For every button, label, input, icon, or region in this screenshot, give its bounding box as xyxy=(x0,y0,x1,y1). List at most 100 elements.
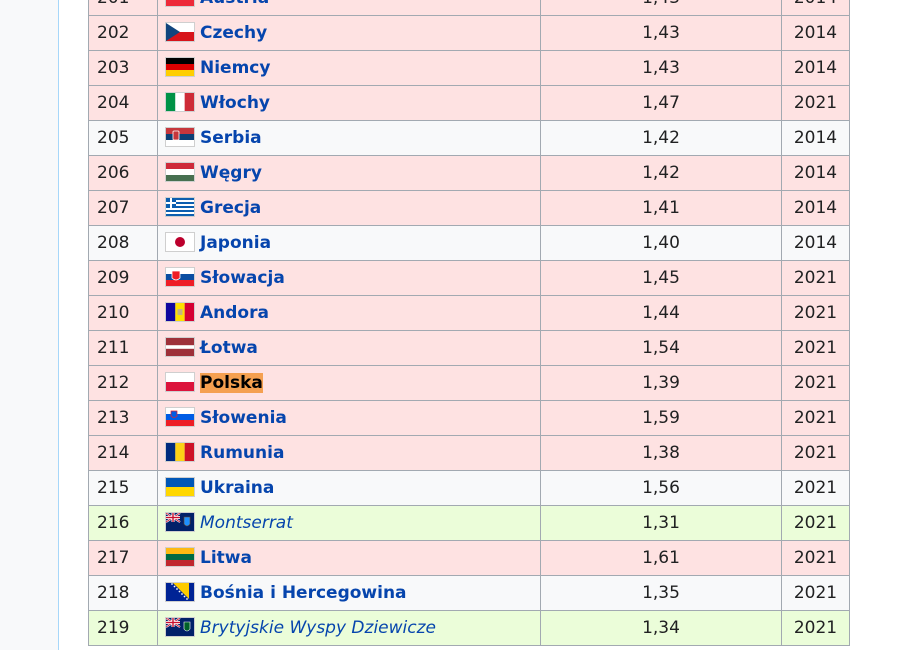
rank-cell: 219 xyxy=(88,610,158,646)
country-cell: Czechy xyxy=(157,15,541,51)
table-row: 213 Słowenia 1,59 2021 xyxy=(88,400,850,436)
fertility-rate-cell: 1,43 xyxy=(540,0,782,16)
fertility-rate-cell: 1,43 xyxy=(540,50,782,86)
austria-flag-icon xyxy=(166,0,194,6)
country-link[interactable]: Rumunia xyxy=(200,443,285,463)
rank-cell: 208 xyxy=(88,225,158,261)
country-link[interactable]: Łotwa xyxy=(200,338,258,358)
country-link[interactable]: Polska xyxy=(200,373,263,393)
year-cell: 2014 xyxy=(781,0,850,16)
country-link[interactable]: Montserrat xyxy=(200,513,293,533)
country-cell: Japonia xyxy=(157,225,541,261)
country-link[interactable]: Węgry xyxy=(200,163,262,183)
rank-cell: 207 xyxy=(88,190,158,226)
rank-cell: 205 xyxy=(88,120,158,156)
year-cell: 2021 xyxy=(781,540,850,576)
fertility-rate-cell: 1,43 xyxy=(540,15,782,51)
lithuania-flag-icon xyxy=(166,548,194,566)
year-cell: 2014 xyxy=(781,225,850,261)
table-row: 207 Grecja 1,41 2014 xyxy=(88,190,850,226)
hungary-flag-icon xyxy=(166,163,194,181)
country-link[interactable]: Słowenia xyxy=(200,408,287,428)
fertility-rate-cell: 1,54 xyxy=(540,330,782,366)
country-link[interactable]: Włochy xyxy=(200,93,271,113)
fertility-rate-cell: 1,61 xyxy=(540,540,782,576)
table-row: 211 Łotwa 1,54 2021 xyxy=(88,330,850,366)
germany-flag-icon xyxy=(166,58,194,76)
year-cell: 2014 xyxy=(781,155,850,191)
fertility-rate-cell: 1,39 xyxy=(540,365,782,401)
rank-cell: 211 xyxy=(88,330,158,366)
year-cell: 2021 xyxy=(781,330,850,366)
table-row: 202 Czechy 1,43 2014 xyxy=(88,15,850,51)
year-cell: 2021 xyxy=(781,470,850,506)
country-link[interactable]: Słowacja xyxy=(200,268,285,288)
rank-cell: 201 xyxy=(88,0,158,16)
country-link[interactable]: Brytyjskie Wyspy Dziewicze xyxy=(200,618,436,638)
rank-cell: 214 xyxy=(88,435,158,471)
andorra-flag-icon xyxy=(166,303,194,321)
rank-cell: 218 xyxy=(88,575,158,611)
rank-cell: 215 xyxy=(88,470,158,506)
fertility-rate-cell: 1,45 xyxy=(540,260,782,296)
bosnia-flag-icon xyxy=(166,583,194,601)
greece-flag-icon xyxy=(166,198,194,216)
table-row: 208 Japonia 1,40 2014 xyxy=(88,225,850,261)
country-link[interactable]: Austria xyxy=(200,0,269,8)
country-cell: Ukraina xyxy=(157,470,541,506)
country-cell: Słowacja xyxy=(157,260,541,296)
year-cell: 2021 xyxy=(781,610,850,646)
year-cell: 2021 xyxy=(781,365,850,401)
year-cell: 2021 xyxy=(781,295,850,331)
country-cell: Węgry xyxy=(157,155,541,191)
fertility-rate-cell: 1,31 xyxy=(540,505,782,541)
country-link[interactable]: Ukraina xyxy=(200,478,275,498)
latvia-flag-icon xyxy=(166,338,194,356)
country-link[interactable]: Niemcy xyxy=(200,58,271,78)
country-cell: Polska xyxy=(157,365,541,401)
rank-cell: 217 xyxy=(88,540,158,576)
country-link[interactable]: Andora xyxy=(200,303,269,323)
year-cell: 2014 xyxy=(781,190,850,226)
slovenia-flag-icon xyxy=(166,408,194,426)
country-cell: Brytyjskie Wyspy Dziewicze xyxy=(157,610,541,646)
country-cell: Łotwa xyxy=(157,330,541,366)
fertility-rate-cell: 1,42 xyxy=(540,120,782,156)
country-cell: Bośnia i Hercegowina xyxy=(157,575,541,611)
table-row: 210 Andora 1,44 2021 xyxy=(88,295,850,331)
country-cell: Litwa xyxy=(157,540,541,576)
table-row: 212 Polska 1,39 2021 xyxy=(88,365,850,401)
italy-flag-icon xyxy=(166,93,194,111)
rank-cell: 206 xyxy=(88,155,158,191)
table-row: 219 Brytyjskie Wyspy Dziewicze 1,34 2021 xyxy=(88,610,850,646)
table-row: 204 Włochy 1,47 2021 xyxy=(88,85,850,121)
rank-cell: 209 xyxy=(88,260,158,296)
fertility-rate-cell: 1,38 xyxy=(540,435,782,471)
japan-flag-icon xyxy=(166,233,194,251)
fertility-rate-cell: 1,40 xyxy=(540,225,782,261)
fertility-rate-cell: 1,59 xyxy=(540,400,782,436)
rank-cell: 210 xyxy=(88,295,158,331)
country-cell: Andora xyxy=(157,295,541,331)
year-cell: 2021 xyxy=(781,435,850,471)
country-link[interactable]: Japonia xyxy=(200,233,272,253)
country-link[interactable]: Litwa xyxy=(200,548,252,568)
year-cell: 2014 xyxy=(781,50,850,86)
fertility-rate-cell: 1,44 xyxy=(540,295,782,331)
country-cell: Rumunia xyxy=(157,435,541,471)
rank-cell: 213 xyxy=(88,400,158,436)
fertility-rate-cell: 1,47 xyxy=(540,85,782,121)
country-link[interactable]: Bośnia i Hercegowina xyxy=(200,583,407,603)
fertility-rate-cell: 1,56 xyxy=(540,470,782,506)
table-row: 215 Ukraina 1,56 2021 xyxy=(88,470,850,506)
poland-flag-icon xyxy=(166,373,194,391)
country-link[interactable]: Czechy xyxy=(200,23,268,43)
country-link[interactable]: Grecja xyxy=(200,198,262,218)
ukraine-flag-icon xyxy=(166,478,194,496)
country-cell: Niemcy xyxy=(157,50,541,86)
country-cell: Serbia xyxy=(157,120,541,156)
romania-flag-icon xyxy=(166,443,194,461)
country-link[interactable]: Serbia xyxy=(200,128,262,148)
rank-cell: 202 xyxy=(88,15,158,51)
year-cell: 2021 xyxy=(781,400,850,436)
